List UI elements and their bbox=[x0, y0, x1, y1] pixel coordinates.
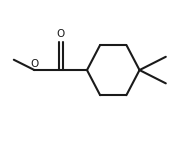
Text: O: O bbox=[30, 59, 39, 69]
Text: O: O bbox=[57, 29, 65, 39]
